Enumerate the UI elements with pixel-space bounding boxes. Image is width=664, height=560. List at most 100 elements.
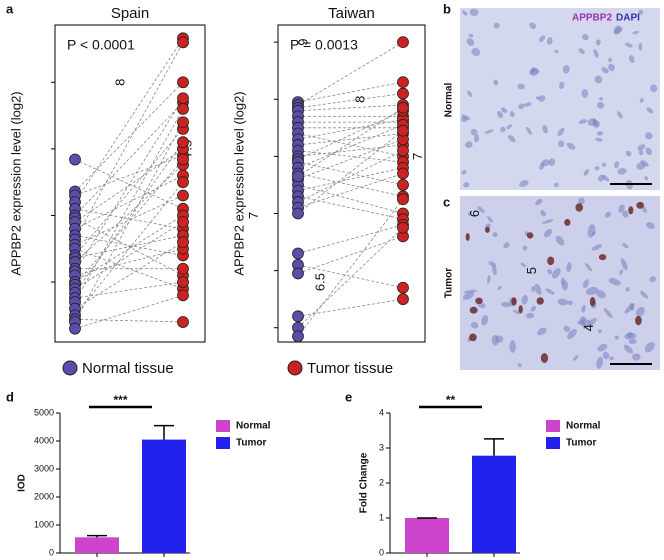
nucleus [545,288,555,295]
pair-connector [297,173,404,197]
nucleus [578,119,588,124]
data-point [177,92,189,105]
nucleus [596,356,603,369]
nucleus [462,292,475,300]
y-tick-label: 9 [296,39,311,46]
pair-connector [297,198,404,337]
data-point [397,167,409,180]
y-axis-label: Fold Change [359,452,370,513]
nucleus [632,353,641,361]
data-point [177,216,189,229]
bar [405,518,449,553]
nucleus [500,126,506,133]
data-point [69,153,81,166]
bar [75,537,119,553]
y-tick-label: 7 [410,153,425,160]
nucleus [628,55,635,64]
nucleus [625,286,630,292]
nucleus [608,63,615,71]
legend-swatch [216,420,230,432]
nucleus [541,159,550,167]
bar [472,455,516,553]
nucleus [617,168,627,175]
nucleus [525,126,532,135]
nucleus [624,303,635,314]
nucleus [595,137,603,142]
nucleus [601,162,607,167]
nucleus [578,197,585,205]
stain-label: APPBP2 [572,13,612,24]
nucleus [558,140,565,148]
pair-connector [74,235,184,256]
data-point [177,189,189,202]
chart-title: Taiwan [328,5,375,22]
data-point [292,207,304,220]
nucleus [650,84,658,93]
nucleus [519,180,529,187]
data-point [177,36,189,49]
legend-label: Tumor tissue [307,360,393,377]
row-label: Normal [444,83,455,118]
pair-connector [74,122,184,323]
pair-connector [297,161,404,186]
significance: ** [446,393,456,407]
nucleus [596,290,606,299]
pair-connector [74,318,184,323]
nucleus [593,49,599,58]
nucleus [620,258,628,271]
nucleus [559,81,565,90]
nucleus [596,39,601,46]
data-point [177,236,189,249]
nucleus [539,35,546,43]
nucleus [617,111,623,119]
pair-connector [74,159,184,285]
legend-swatch [216,437,230,449]
nucleus [598,329,602,334]
nucleus [501,301,511,308]
nucleus [468,211,472,217]
nucleus [573,355,579,361]
nucleus [622,210,629,218]
pair-connector [297,138,404,180]
nucleus [546,36,553,45]
nucleus [529,68,535,75]
data-point [397,281,409,294]
nucleus [517,363,522,368]
data-point [397,87,409,100]
nucleus [503,242,510,249]
nucleus [552,268,561,279]
pair-connector [297,130,404,214]
nucleus [467,90,473,98]
nucleus [531,286,536,293]
pair-connector [297,195,404,220]
pair-connector [74,248,184,276]
data-point [397,101,409,114]
nucleus [555,235,565,246]
nucleus [557,298,569,306]
nucleus [578,48,585,55]
pair-connector [297,150,404,163]
stained-nucleus [547,256,555,266]
nucleus [638,149,644,156]
error-bar [484,438,504,456]
legend-marker [62,360,78,376]
nucleus [592,231,596,236]
y-tick-label: 1000 [34,519,54,529]
nucleus [637,144,646,151]
data-point [397,221,409,234]
nucleus [623,344,633,354]
nucleus [639,98,644,103]
nucleus [585,262,592,272]
pair-connector [74,98,184,272]
panel-label: a [6,1,14,16]
nucleus [566,142,576,150]
y-tick-label: 8 [113,79,128,86]
data-point [292,170,304,183]
nucleus [619,269,624,276]
nucleus [597,174,605,182]
data-point [177,116,189,129]
data-point [69,322,81,335]
nucleus [635,306,645,318]
nucleus [534,283,542,295]
